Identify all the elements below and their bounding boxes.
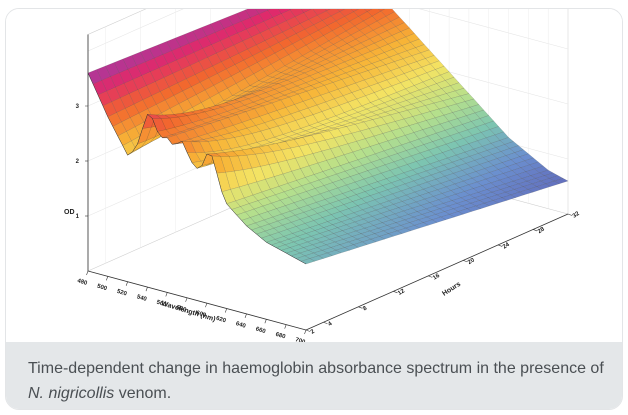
y-tick-label: 16 <box>432 273 441 282</box>
x-tick-label: 640 <box>235 321 247 330</box>
x-tick <box>86 270 89 276</box>
x-tick <box>264 319 267 324</box>
y-tick-label: 8 <box>362 305 369 312</box>
y-tick <box>358 306 363 309</box>
y-axis-label: Hours <box>441 281 462 298</box>
y-tick <box>498 244 503 247</box>
z-tick-label: 1 <box>76 214 80 220</box>
y-tick <box>428 275 433 278</box>
x-tick <box>185 297 188 302</box>
x-tick <box>244 313 247 319</box>
y-tick <box>463 260 468 263</box>
y-tick-label: 2 <box>310 328 317 335</box>
x-tick-label: 680 <box>275 332 287 341</box>
surface-plot-svg: 4805005205405605806006206406606807002481… <box>64 9 581 346</box>
x-tick-label: 700 <box>294 337 306 342</box>
y-tick <box>323 321 328 325</box>
caption-text: Time-dependent change in haemoglobin abs… <box>28 360 604 377</box>
x-tick <box>205 303 208 308</box>
x-tick-label: 540 <box>136 294 148 303</box>
y-tick <box>305 329 311 332</box>
y-tick-label: 32 <box>572 211 581 220</box>
x-tick-label: 480 <box>76 278 88 287</box>
y-tick-label: 28 <box>537 226 546 235</box>
x-tick <box>165 292 168 297</box>
x-tick-label: 580 <box>176 305 188 314</box>
caption-species: N. nigricollis <box>28 385 115 402</box>
figure-caption: Time-dependent change in haemoglobin abs… <box>6 342 622 409</box>
plot-axes: 4805005205405605806006206406606807002481… <box>76 34 581 346</box>
x-tick <box>106 276 109 281</box>
surface-cell <box>324 9 331 12</box>
caption-text-end: venom. <box>114 385 172 402</box>
x-tick-label: 600 <box>195 310 207 319</box>
y-tick-label: 24 <box>502 242 511 251</box>
surface-plot: 480 500 520 540 560 580 600 620 640 660 680 700 2 4 8 1… <box>6 9 622 346</box>
x-tick-label: 620 <box>215 316 227 325</box>
surface-front-edge <box>87 72 307 265</box>
y-tick <box>567 213 573 216</box>
y-tick <box>393 291 398 294</box>
y-tick <box>532 229 538 232</box>
y-tick-label: 12 <box>397 288 406 297</box>
x-tick-label: 560 <box>156 300 168 309</box>
y-tick-label: 20 <box>467 257 476 266</box>
x-tick <box>224 308 228 313</box>
x-tick-label: 520 <box>116 289 128 298</box>
z-tick-label: 3 <box>76 104 80 110</box>
x-axis-line <box>87 270 307 331</box>
y-tick-label: 4 <box>327 321 334 328</box>
figure-card: 480 500 520 540 560 580 600 620 640 660 680 700 2 4 8 1… <box>5 8 623 410</box>
y-axis-line <box>305 213 569 331</box>
z-axis-label: OD <box>64 209 75 216</box>
x-tick-label: 660 <box>255 326 267 335</box>
x-tick <box>125 281 128 286</box>
x-tick <box>145 286 148 292</box>
x-tick <box>284 324 287 329</box>
z-tick-label: 2 <box>76 159 80 165</box>
x-tick-label: 500 <box>96 284 108 293</box>
x-tick <box>304 329 307 335</box>
surface-mesh <box>87 9 569 265</box>
